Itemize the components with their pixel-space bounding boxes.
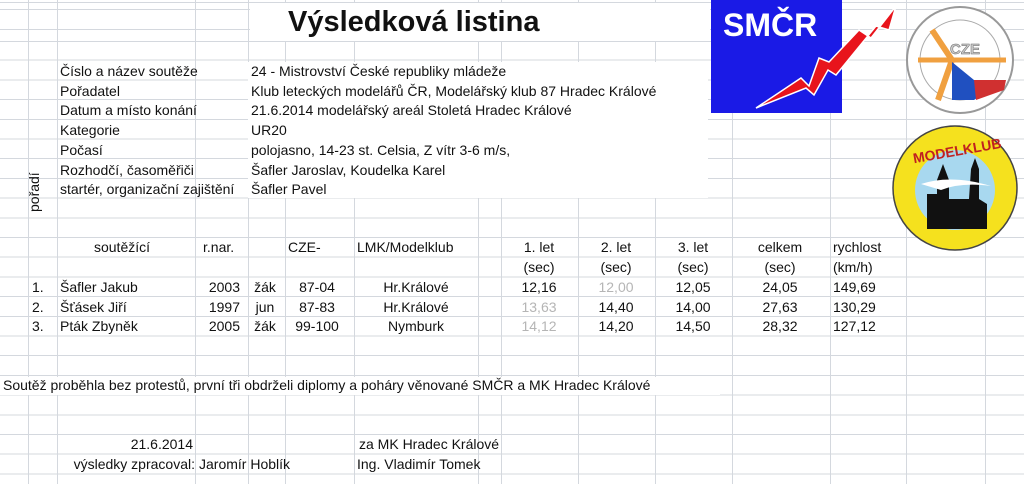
smcr-logo: SMČR xyxy=(711,0,897,113)
info-value: 21.6.2014 modelářský areál Stoletá Hrade… xyxy=(251,102,572,119)
cell-let3: 14,00 xyxy=(675,298,711,315)
cell-cze: 99-100 xyxy=(295,318,339,335)
header-speed: rychlost xyxy=(833,239,882,255)
gridline xyxy=(354,0,355,484)
cell-club: Hr.Králové xyxy=(383,279,449,295)
gridline xyxy=(195,0,196,484)
info-value: Šafler Pavel xyxy=(251,181,327,198)
cell-rank: 2. xyxy=(32,298,44,315)
footer-processed-label: výsledky zpracoval: xyxy=(73,456,195,472)
cell-speed: 127,12 xyxy=(833,318,876,335)
cze-logo-text: CZE xyxy=(950,41,980,58)
cell-let1: 12,16 xyxy=(521,279,557,295)
cell-speed: 130,29 xyxy=(833,298,876,315)
footer-processed-by: Jaromír Hoblík xyxy=(199,456,291,472)
header-let1: 1. let xyxy=(523,239,555,255)
rank-header: pořadí xyxy=(26,172,42,212)
cze-club-logo: CZE xyxy=(906,6,1014,114)
gridline xyxy=(578,0,579,484)
cell-cat: žák xyxy=(254,279,276,295)
gridline xyxy=(248,0,249,484)
note: Soutěž proběhla bez protestů, první tři … xyxy=(3,377,651,393)
cell-born: 2003 xyxy=(208,279,240,295)
gridline xyxy=(732,0,733,484)
gridline xyxy=(285,0,286,484)
info-label: startér, organizační zajištění xyxy=(60,181,235,198)
info-value: polojasno, 14-23 st. Celsia, Z vítr 3-6 … xyxy=(251,141,511,158)
cell-name: Šťásek Jiří xyxy=(60,298,127,315)
cell-let2: 14,20 xyxy=(598,318,634,335)
cell-name: Pták Zbyněk xyxy=(60,318,138,335)
cell-name: Šafler Jakub xyxy=(60,279,138,295)
cell-speed: 149,69 xyxy=(833,279,876,295)
info-label: Pořadatel xyxy=(60,82,120,99)
unit-let1: (sec) xyxy=(523,259,555,275)
merged-cells xyxy=(248,62,708,198)
page-title: Výsledková listina xyxy=(288,6,540,38)
cell-let3: 12,05 xyxy=(675,279,711,295)
gridline xyxy=(57,0,58,484)
cell-let2: 12,00 xyxy=(598,279,634,295)
header-cze: CZE- xyxy=(288,239,321,255)
cell-let1: 14,12 xyxy=(521,318,557,335)
gridline xyxy=(0,2,1024,3)
cell-let1: 13,63 xyxy=(521,298,557,315)
cell-total: 28,32 xyxy=(762,318,798,335)
info-value: UR20 xyxy=(251,122,287,139)
header-let3: 3. let xyxy=(677,239,709,255)
cell-let3: 14,50 xyxy=(675,318,711,335)
unit-speed: (km/h) xyxy=(833,259,873,275)
cell-club: Hr.Králové xyxy=(383,298,449,315)
modelklub-logo: MODELKLUB xyxy=(892,125,1018,251)
info-label: Kategorie xyxy=(60,122,120,139)
cell-born: 1997 xyxy=(208,298,240,315)
header-born: r.nar. xyxy=(203,239,235,255)
gridline xyxy=(501,0,502,484)
header-let2: 2. let xyxy=(600,239,632,255)
info-label: Číslo a název soutěže xyxy=(60,63,198,79)
footer-signer: Ing. Vladimír Tomek xyxy=(357,456,481,472)
cell-club: Nymburk xyxy=(387,318,445,335)
gridline xyxy=(655,0,656,484)
merged-cells xyxy=(0,377,720,395)
header-club: LMK/Modelklub xyxy=(357,239,454,255)
footer-for-club: za MK Hradec Králové xyxy=(359,436,500,452)
info-value: Klub leteckých modelářů ČR, Modelářský k… xyxy=(251,82,657,99)
unit-let2: (sec) xyxy=(600,259,632,275)
unit-let3: (sec) xyxy=(677,259,709,275)
gridline xyxy=(478,0,479,484)
header-name: soutěžící xyxy=(93,239,151,255)
cell-total: 27,63 xyxy=(762,298,798,315)
cell-let2: 14,40 xyxy=(598,298,634,315)
gridline xyxy=(0,41,1024,42)
info-label: Rozhodčí, časoměřiči xyxy=(60,161,194,178)
gridline xyxy=(906,0,907,484)
header-total: celkem xyxy=(757,239,803,255)
info-label: Počasí xyxy=(60,141,103,158)
title-cell xyxy=(250,3,710,41)
cell-cat: žák xyxy=(254,318,276,335)
cell-rank: 3. xyxy=(32,318,44,335)
cell-born: 2005 xyxy=(208,318,240,335)
cell-cze: 87-83 xyxy=(299,298,335,315)
gridline xyxy=(28,0,29,484)
cell-total: 24,05 xyxy=(762,279,798,295)
info-value: Šafler Jaroslav, Koudelka Karel xyxy=(251,161,446,178)
cell-cat: jun xyxy=(255,298,275,315)
smcr-logo-text: SMČR xyxy=(723,7,817,43)
info-label: Datum a místo konání xyxy=(60,102,197,119)
cell-rank: 1. xyxy=(32,279,44,295)
info-value: 24 - Mistrovství České republiky mládeže xyxy=(251,63,507,79)
unit-total: (sec) xyxy=(764,259,796,275)
cell-cze: 87-04 xyxy=(299,279,335,295)
footer-date: 21.6.2014 xyxy=(130,436,193,452)
gridline xyxy=(830,0,831,484)
